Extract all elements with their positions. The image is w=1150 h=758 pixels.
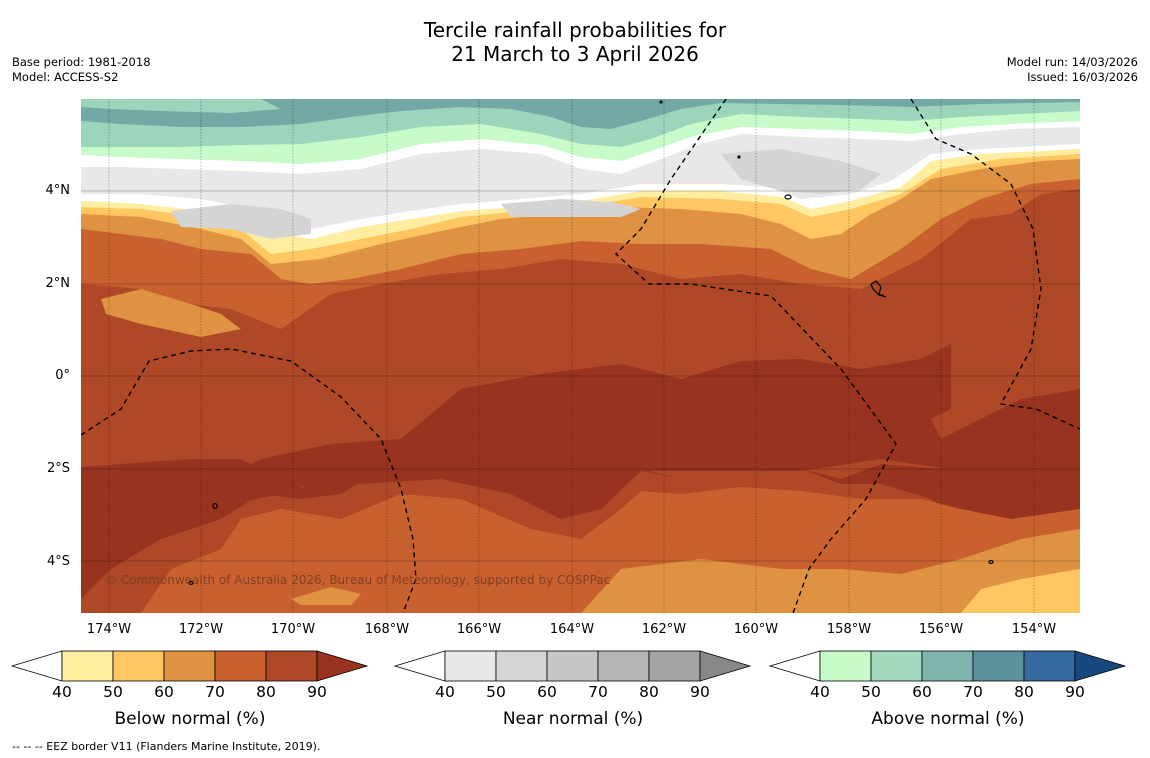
below-tick-40: 40 [52, 683, 72, 701]
below-swatch-2 [163, 650, 216, 682]
lon-label-160w: 160°W [733, 622, 779, 637]
near-swatch-low-arrow [393, 650, 446, 682]
islands [188, 100, 994, 586]
below-swatch-4 [265, 650, 318, 682]
near-tick-80: 80 [639, 683, 659, 701]
eez-borders [81, 99, 1080, 613]
near-swatch-3 [597, 650, 650, 682]
above-swatch-1 [870, 650, 923, 682]
lon-label-170w: 170°W [270, 622, 316, 637]
band-below-60-west [101, 289, 241, 337]
near-normal-title: Near normal (%) [502, 709, 644, 729]
below-swatch-0 [61, 650, 114, 682]
lat-label-4s: 4°S [46, 554, 70, 569]
lat-label-0: 0° [55, 368, 70, 383]
title-line-1: Tercile rainfall probabilities for [423, 18, 727, 42]
base-period: Base period: 1981-2018 [12, 55, 151, 69]
model-name: Model: ACCESS-S2 [12, 70, 119, 84]
below-tick-60: 60 [154, 683, 174, 701]
lon-label-156w: 156°W [918, 622, 964, 637]
probability-map [81, 99, 1080, 613]
band-below-90-core [201, 344, 1080, 519]
above-tick-50: 50 [861, 683, 881, 701]
below-tick-70: 70 [205, 683, 225, 701]
copyright-notice: © Commonwealth of Australia 2026, Bureau… [105, 573, 611, 587]
lon-label-158w: 158°W [826, 622, 872, 637]
issued-date: Issued: 16/03/2026 [1027, 70, 1138, 84]
lon-label-154w: 154°W [1011, 622, 1057, 637]
near-tick-40: 40 [435, 683, 455, 701]
meta-right: Model run: 14/03/2026 Issued: 16/03/2026 [1007, 55, 1138, 85]
colorbar-above-swatches [768, 650, 1127, 682]
lon-label-172w: 172°W [178, 622, 224, 637]
title-line-2: 21 March to 3 April 2026 [451, 42, 699, 66]
near-swatch-high-arrow [699, 650, 752, 682]
colorbar-below-swatches [10, 650, 369, 682]
above-swatch-low-arrow [768, 650, 821, 682]
above-tick-60: 60 [912, 683, 932, 701]
below-swatch-3 [214, 650, 267, 682]
colorbar-near-swatches [393, 650, 752, 682]
band-above-60 [81, 99, 1080, 129]
lon-label-164w: 164°W [549, 622, 595, 637]
below-swatch-low-arrow [10, 650, 63, 682]
below-normal-title: Below normal (%) [114, 709, 266, 729]
near-tick-60: 60 [537, 683, 557, 701]
near-swatch-1 [495, 650, 548, 682]
band-below-50-south [961, 569, 1080, 613]
above-tick-70: 70 [963, 683, 983, 701]
above-swatch-high-arrow [1074, 650, 1127, 682]
above-tick-40: 40 [810, 683, 830, 701]
below-tick-50: 50 [103, 683, 123, 701]
above-tick-80: 80 [1014, 683, 1034, 701]
band-near-50-west [171, 204, 311, 239]
near-tick-90: 90 [690, 683, 710, 701]
model-run: Model run: 14/03/2026 [1006, 55, 1138, 69]
near-swatch-4 [648, 650, 701, 682]
band-below-60-south [581, 529, 1080, 613]
band-near-50-central [501, 199, 641, 217]
lon-label-166w: 166°W [456, 622, 502, 637]
near-swatch-2 [546, 650, 599, 682]
near-swatch-0 [444, 650, 497, 682]
above-swatch-4 [1023, 650, 1076, 682]
lat-label-2n: 2°N [45, 276, 71, 291]
below-tick-80: 80 [256, 683, 276, 701]
above-normal-title: Above normal (%) [871, 709, 1025, 729]
lat-label-4n: 4°N [45, 183, 71, 198]
below-swatch-1 [112, 650, 165, 682]
lon-label-174w: 174°W [86, 622, 132, 637]
band-near-50-east [721, 149, 881, 194]
band-below-60-island [291, 587, 361, 605]
meta-left: Base period: 1981-2018 Model: ACCESS-S2 [12, 55, 151, 85]
above-tick-90: 90 [1065, 683, 1085, 701]
above-swatch-2 [921, 650, 974, 682]
near-tick-70: 70 [588, 683, 608, 701]
lon-label-162w: 162°W [641, 622, 687, 637]
lon-label-168w: 168°W [364, 622, 410, 637]
below-swatch-high-arrow [316, 650, 369, 682]
map-canvas [81, 99, 1080, 613]
graticule-parallels [81, 190, 1080, 562]
band-above-50-corner [81, 99, 281, 113]
lat-label-2s: 2°S [46, 461, 70, 476]
eez-footnote: -- -- -- EEZ border V11 (Flanders Marine… [12, 740, 321, 753]
map-title: Tercile rainfall probabilities for 21 Ma… [0, 18, 1150, 66]
above-swatch-0 [819, 650, 872, 682]
near-tick-50: 50 [486, 683, 506, 701]
below-tick-90: 90 [307, 683, 327, 701]
above-swatch-3 [972, 650, 1025, 682]
